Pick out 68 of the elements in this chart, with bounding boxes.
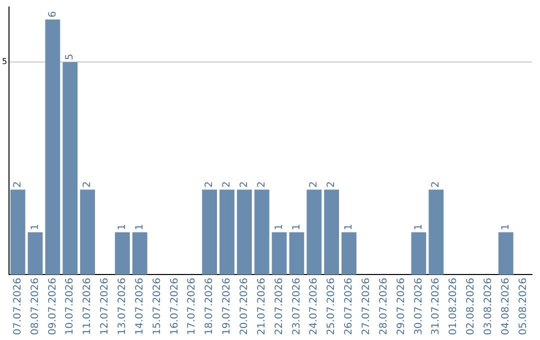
bar [272, 232, 287, 275]
bar [254, 190, 270, 275]
bar [324, 190, 340, 275]
x-tick-label: 03.08.2026 [483, 278, 494, 336]
data-label: 2 [326, 181, 338, 188]
data-label: 1 [274, 224, 285, 230]
data-label: 1 [500, 224, 512, 230]
bar [289, 232, 304, 275]
x-tick-label: 22.07.2026 [274, 278, 285, 336]
data-label: 5 [64, 54, 76, 60]
x-tick-label: 29.07.2026 [396, 278, 407, 336]
x-tick-label: 14.07.2026 [134, 278, 146, 336]
bar [220, 190, 234, 275]
x-tick-label: 04.08.2026 [500, 278, 512, 336]
data-label: 1 [291, 224, 302, 230]
x-tick-label: 16.07.2026 [169, 278, 180, 336]
x-tick-label: 28.07.2026 [378, 278, 390, 336]
x-tick-label: 07.07.2026 [12, 278, 24, 336]
data-label: 2 [82, 181, 94, 188]
x-tick-label: 17.07.2026 [186, 278, 198, 336]
x-tick-label: 08.07.2026 [30, 278, 41, 336]
x-tick-label: 10.07.2026 [64, 278, 76, 336]
bar [114, 232, 130, 275]
bar [236, 190, 252, 275]
bar [62, 62, 78, 275]
x-tick-label: 31.07.2026 [430, 278, 442, 336]
x-tick-label: 23.07.2026 [291, 278, 302, 336]
data-label: 2 [12, 181, 24, 188]
bar [306, 190, 322, 275]
data-label: 1 [116, 224, 128, 230]
data-label: 2 [430, 181, 442, 188]
x-tick-label: 26.07.2026 [344, 278, 355, 336]
bar [498, 232, 514, 275]
data-label: 2 [238, 181, 250, 188]
data-label: 2 [204, 181, 216, 188]
data-label: 6 [47, 11, 58, 18]
bar [28, 232, 43, 275]
x-tick-label: 20.07.2026 [238, 278, 250, 336]
x-tick-label: 27.07.2026 [361, 278, 372, 336]
bar [202, 190, 217, 275]
bar [342, 232, 356, 275]
x-tick-label: 30.07.2026 [413, 278, 424, 336]
x-tick-label: 02.08.2026 [466, 278, 477, 336]
x-tick-label: 09.07.2026 [47, 278, 58, 336]
x-tick-label: 18.07.2026 [204, 278, 216, 336]
bar [428, 190, 444, 275]
x-tick-label: 11.07.2026 [82, 278, 94, 336]
bar [411, 232, 426, 275]
x-tick-label: 21.07.2026 [256, 278, 268, 336]
bar [132, 232, 148, 275]
x-tick-label: 13.07.2026 [116, 278, 128, 336]
data-label: 2 [308, 181, 320, 188]
x-tick-label: 25.07.2026 [326, 278, 338, 336]
x-tick-label: 05.08.2026 [518, 278, 529, 336]
x-tick-label: 24.07.2026 [308, 278, 320, 336]
x-tick-label: 12.07.2026 [100, 278, 111, 336]
x-tick-label: 19.07.2026 [222, 278, 233, 336]
bar [80, 190, 95, 275]
bar [45, 20, 60, 275]
data-label: 1 [134, 224, 146, 230]
data-label: 1 [344, 224, 355, 230]
data-label: 2 [222, 181, 233, 188]
data-label: 1 [413, 224, 424, 230]
data-label: 2 [256, 181, 268, 188]
x-tick-label: 01.08.2026 [448, 278, 460, 336]
bar [10, 190, 26, 275]
x-tick-label: 15.07.2026 [152, 278, 163, 336]
data-label: 1 [30, 224, 41, 230]
